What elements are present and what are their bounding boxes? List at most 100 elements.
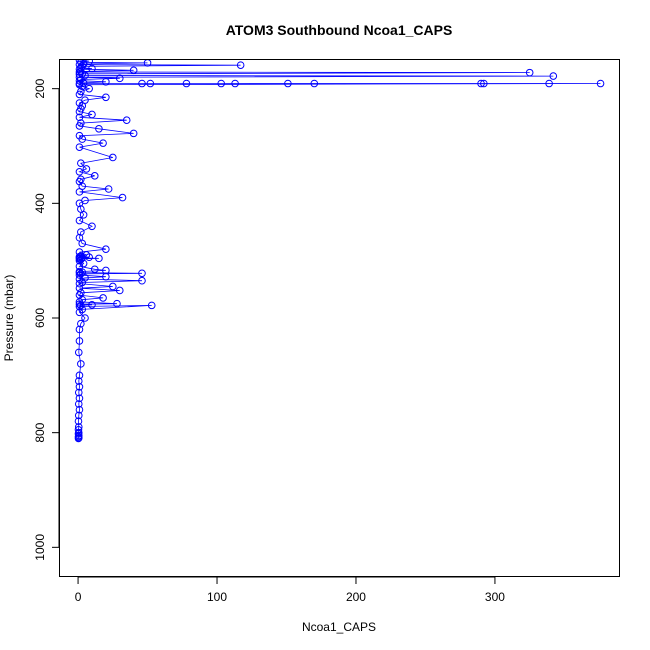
- data-point: [74, 411, 83, 420]
- series-layer: [74, 60, 605, 443]
- data-point: [75, 216, 84, 225]
- data-point: [75, 394, 84, 403]
- data-point: [122, 116, 131, 124]
- data-point: [480, 79, 488, 88]
- data-point: [143, 60, 152, 67]
- data-point: [77, 228, 85, 236]
- data-point: [138, 276, 146, 285]
- data-point: [77, 301, 85, 310]
- y-tick-label: 1000: [33, 534, 47, 561]
- data-point: [82, 165, 91, 173]
- data-point: [88, 64, 96, 73]
- data-point: [217, 79, 225, 88]
- data-point: [77, 319, 85, 328]
- data-point: [109, 153, 117, 162]
- x-axis-label: Ncoa1_CAPS: [302, 620, 376, 634]
- data-point: [182, 79, 191, 88]
- data-point: [90, 172, 99, 180]
- data-point: [75, 90, 84, 99]
- data-point: [104, 185, 113, 193]
- data-point: [75, 113, 84, 122]
- data-point: [81, 314, 89, 322]
- data-point: [75, 107, 84, 116]
- x-axis: 0 100 200 300: [75, 576, 505, 604]
- data-point: [74, 417, 83, 426]
- data-point: [74, 388, 83, 397]
- data-point: [74, 377, 83, 385]
- data-point: [78, 135, 87, 143]
- data-point: [75, 298, 84, 306]
- data-point: [77, 360, 85, 368]
- data-point: [75, 279, 84, 288]
- data-point: [95, 254, 103, 263]
- x-tick-label: 0: [75, 590, 82, 604]
- data-point: [310, 79, 319, 88]
- data-point: [75, 143, 84, 151]
- data-point: [236, 61, 245, 69]
- data-point: [102, 93, 110, 102]
- data-point: [75, 308, 84, 317]
- data-point: [75, 168, 84, 176]
- data-point: [95, 125, 103, 133]
- data-point: [129, 66, 138, 75]
- data-point: [78, 239, 87, 248]
- data-point: [99, 139, 107, 147]
- chart-title: ATOM3 Southbound Ncoa1_CAPS: [226, 22, 453, 38]
- x-tick-label: 200: [346, 590, 366, 604]
- data-point: [115, 74, 124, 83]
- data-point: [75, 199, 84, 208]
- data-point: [525, 68, 534, 77]
- data-point: [284, 79, 292, 88]
- data-point: [88, 301, 96, 309]
- x-tick-label: 300: [485, 590, 505, 604]
- data-point: [88, 110, 96, 119]
- data-point: [85, 84, 93, 93]
- data-point: [99, 294, 107, 302]
- data-point: [79, 79, 88, 87]
- data-point: [79, 211, 88, 219]
- plot-frame: [59, 59, 620, 577]
- series-line: [78, 60, 601, 439]
- x-tick-label: 100: [207, 590, 227, 604]
- data-point: [138, 269, 146, 278]
- data-point: [138, 79, 146, 88]
- data-point: [596, 79, 605, 88]
- data-point: [477, 79, 485, 88]
- data-point: [75, 337, 84, 345]
- data-point: [88, 222, 96, 231]
- y-tick-label: 200: [33, 78, 47, 98]
- data-point: [74, 400, 83, 408]
- data-point: [115, 286, 124, 295]
- data-point: [129, 129, 138, 138]
- data-point: [146, 79, 155, 88]
- data-point: [102, 245, 110, 253]
- data-point: [75, 383, 84, 391]
- data-point: [102, 272, 110, 281]
- data-point: [75, 371, 84, 380]
- data-point: [74, 434, 83, 443]
- data-point: [549, 72, 558, 80]
- data-point: [75, 122, 84, 130]
- data-point: [75, 325, 84, 334]
- y-tick-label: 800: [33, 422, 47, 442]
- data-point: [90, 265, 99, 274]
- data-point: [109, 282, 117, 291]
- data-point: [78, 82, 87, 91]
- data-point: [113, 299, 121, 308]
- data-point: [231, 79, 239, 88]
- data-point: [81, 71, 89, 80]
- data-point: [75, 188, 84, 196]
- data-point: [77, 159, 85, 167]
- data-point: [77, 270, 85, 278]
- data-point: [118, 193, 127, 202]
- data-point: [545, 79, 553, 88]
- y-tick-label: 600: [33, 308, 47, 328]
- data-point: [102, 77, 110, 86]
- data-point: [75, 405, 84, 414]
- y-axis-label: Pressure (mbar): [2, 275, 16, 362]
- data-point: [74, 348, 83, 357]
- y-axis: 200 400 600 800 1000: [33, 78, 60, 561]
- data-point: [147, 301, 156, 310]
- y-tick-label: 400: [33, 193, 47, 213]
